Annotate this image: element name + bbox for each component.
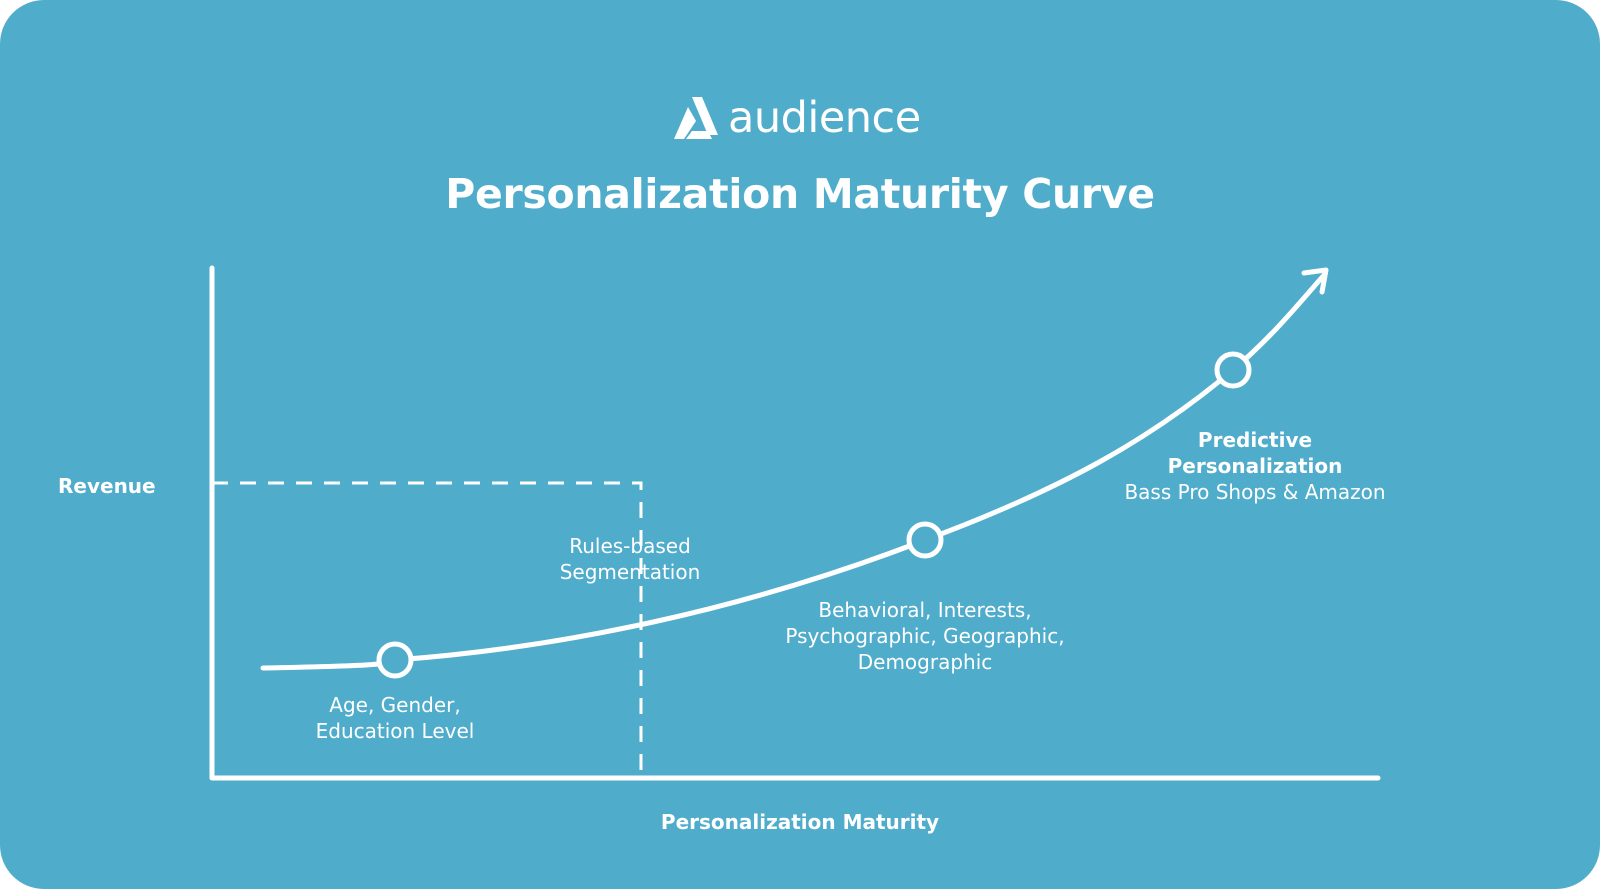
threshold-label: Rules-based Segmentation [559, 534, 701, 584]
audience-logo-icon [674, 97, 718, 139]
y-axis-label: Revenue [58, 474, 156, 498]
brand-name: audience [728, 92, 921, 143]
curve-arrow-head [1301, 267, 1329, 295]
stage-marker-1 [376, 641, 414, 679]
stage-label-behavioral: Behavioral, Interests, Psychographic, Ge… [785, 598, 1065, 674]
stage-label-demographics: Age, Gender, Education Level [315, 693, 475, 743]
x-axis-label: Personalization Maturity [660, 810, 940, 834]
brand-logo: audience [672, 90, 921, 146]
page-title: Personalization Maturity Curve [445, 170, 1155, 218]
stage-marker-3 [1214, 351, 1252, 389]
stage-marker-2 [906, 521, 944, 559]
stage-label-predictive: Predictive Personalization Bass Pro Shop… [1124, 428, 1386, 504]
threshold-dashed-line [212, 481, 643, 778]
